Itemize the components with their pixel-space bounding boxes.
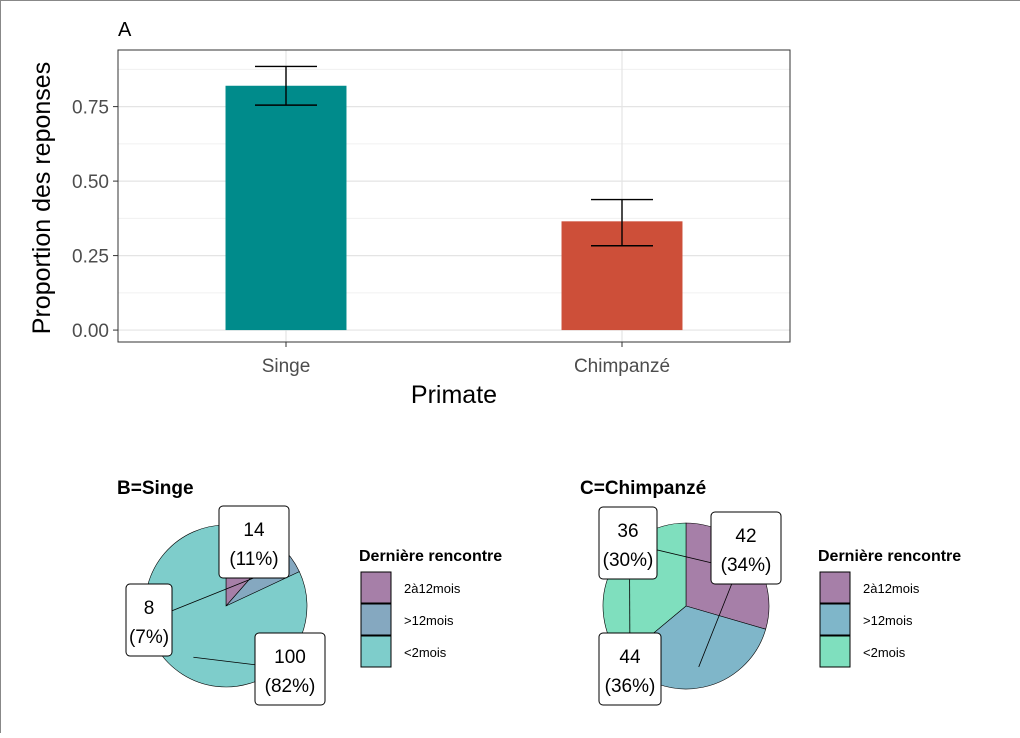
x-tick-label: Chimpanzé: [574, 356, 670, 377]
frame-border-top: [0, 0, 1020, 1]
legend-label: 2à12mois: [404, 581, 461, 596]
pie-title: C=Chimpanzé: [580, 478, 706, 499]
legend: Dernière rencontre 2à12mois >12mois <2mois: [359, 548, 502, 667]
legend: Dernière rencontre 2à12mois >12mois <2mois: [818, 548, 961, 667]
slice-label: 100 (82%): [255, 633, 325, 705]
pie-chart-singe: B=Singe 14 (11%) 8 (7%) 100 (82%) Dernière re…: [117, 478, 502, 705]
y-axis-title: Proportion des reponses: [28, 62, 56, 334]
label-count: 42: [735, 526, 756, 547]
label-percent: (82%): [265, 676, 316, 697]
slice-label: 14 (11%): [219, 506, 289, 578]
legend-key-1: [361, 572, 391, 603]
label-percent: (11%): [229, 549, 278, 570]
plot-panel-border: [118, 50, 790, 342]
pie-title: B=Singe: [117, 478, 194, 499]
y-axis-ticks: 0.00 0.25 0.50 0.75: [72, 98, 118, 342]
legend-title: Dernière rencontre: [359, 548, 502, 565]
y-tick-label: 0.25: [72, 247, 109, 268]
legend-title: Dernière rencontre: [818, 548, 961, 565]
legend-label: >12mois: [863, 613, 913, 628]
bars: [226, 86, 683, 330]
label-percent: (7%): [129, 627, 169, 648]
legend-label: <2mois: [863, 645, 906, 660]
label-count: 44: [619, 647, 641, 668]
y-tick-label: 0.00: [72, 321, 109, 342]
x-tick-label: Singe: [262, 356, 311, 377]
x-axis-ticks: Singe Chimpanzé: [262, 342, 670, 377]
legend-key-3: [361, 636, 391, 667]
frame-border-left: [0, 0, 1, 733]
pie-chart-chimpanze: C=Chimpanzé 36 (30%) 42 (34%) 44 (36%) Derniè…: [580, 478, 961, 705]
label-count: 36: [617, 521, 638, 542]
legend-key-2: [820, 604, 850, 635]
bar-1: [226, 86, 347, 330]
slice-label: 8 (7%): [126, 584, 172, 656]
slice-label: 36 (30%): [599, 507, 657, 579]
bar-chart-panel: A 0.00 0.25 0.50 0.75 Singe Chimpanzé Primat…: [28, 19, 790, 409]
label-count: 100: [274, 647, 306, 668]
legend-label: >12mois: [404, 613, 454, 628]
label-percent: (30%): [603, 550, 654, 571]
slice-label: 42 (34%): [711, 512, 781, 584]
x-axis-title: Primate: [411, 381, 497, 409]
panel-label: A: [118, 19, 132, 41]
legend-label: <2mois: [404, 645, 447, 660]
legend-key-3: [820, 636, 850, 667]
label-count: 14: [243, 520, 265, 541]
y-tick-label: 0.75: [72, 98, 109, 119]
label-percent: (34%): [721, 555, 772, 576]
legend-key-2: [361, 604, 391, 635]
label-count: 8: [144, 598, 155, 619]
legend-label: 2à12mois: [863, 581, 920, 596]
y-tick-label: 0.50: [72, 172, 109, 193]
grid: [118, 50, 790, 342]
legend-key-1: [820, 572, 850, 603]
label-percent: (36%): [605, 676, 656, 697]
slice-label: 44 (36%): [599, 633, 661, 705]
